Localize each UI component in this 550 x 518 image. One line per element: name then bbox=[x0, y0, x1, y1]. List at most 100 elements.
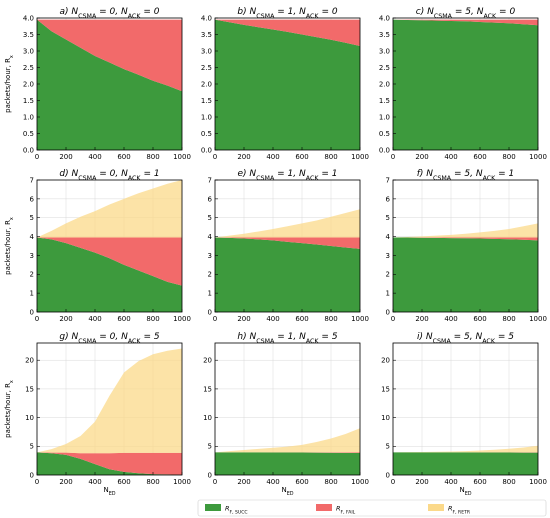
x-tick-label: 600 bbox=[117, 153, 130, 161]
area-fail bbox=[215, 19, 360, 47]
y-tick-label: 0 bbox=[386, 471, 390, 479]
x-axis-label: NED bbox=[103, 486, 115, 497]
panel-title: c) NCSMA = 5, NACK = 0 bbox=[416, 7, 516, 20]
panel-i: 0 200 400 600 800 1000 0 5 10 15 20 i) NCSMA = 5, N… bbox=[381, 332, 547, 497]
plot-frame bbox=[36, 179, 183, 313]
x-tick-label: 800 bbox=[324, 153, 337, 161]
panel-title: a) NCSMA = 0, NACK = 0 bbox=[60, 7, 160, 20]
y-tick-label: 4.0 bbox=[379, 14, 390, 22]
area-succ bbox=[393, 237, 538, 312]
x-tick-label: 0 bbox=[35, 153, 39, 161]
x-tick-label: 1000 bbox=[529, 478, 547, 486]
y-tick-label: 3 bbox=[386, 252, 390, 260]
plot-frame bbox=[36, 342, 183, 476]
y-tick-label: 0.5 bbox=[379, 130, 390, 138]
y-tick-label: 0.0 bbox=[201, 146, 212, 154]
x-tick-label: 800 bbox=[146, 478, 159, 486]
y-tick-label: 4.0 bbox=[201, 14, 212, 22]
x-tick-label: 0 bbox=[391, 478, 395, 486]
area-fail bbox=[37, 237, 182, 286]
y-tick-label: 2 bbox=[386, 271, 390, 279]
y-tick-label: 2.5 bbox=[23, 64, 34, 72]
y-tick-label: 3.0 bbox=[23, 47, 34, 55]
y-tick-label: 5 bbox=[30, 443, 34, 451]
x-tick-label: 400 bbox=[444, 153, 457, 161]
x-tick-label: 0 bbox=[213, 478, 217, 486]
x-tick-label: 600 bbox=[295, 153, 308, 161]
area-succ bbox=[215, 452, 360, 475]
y-tick-label: 1.0 bbox=[379, 113, 390, 121]
panel-c: 0 200 400 600 800 1000 0.0 0.5 1.0 1.5 2.0 2.5 3.0 3.… bbox=[379, 7, 547, 161]
panel-a: 0 200 400 600 800 1000 0.0 0.5 1.0 1.5 2.0 2.5 3.0 3.… bbox=[4, 7, 191, 161]
area-fail bbox=[215, 237, 360, 249]
x-tick-label: 600 bbox=[473, 315, 486, 323]
x-tick-label: 400 bbox=[88, 153, 101, 161]
y-tick-label: 4 bbox=[208, 233, 213, 241]
x-tick-label: 600 bbox=[295, 478, 308, 486]
x-tick-label: 1000 bbox=[529, 315, 547, 323]
y-tick-label: 7 bbox=[30, 176, 34, 184]
y-tick-label: 10 bbox=[25, 414, 34, 422]
y-tick-label: 7 bbox=[208, 176, 212, 184]
plot-frame bbox=[392, 342, 539, 476]
area-retr bbox=[393, 445, 538, 453]
y-tick-label: 0.5 bbox=[201, 130, 212, 138]
x-tick-label: 1000 bbox=[173, 153, 191, 161]
y-tick-label: 1 bbox=[30, 290, 34, 298]
panel-title: h) NCSMA = 1, NACK = 5 bbox=[237, 332, 337, 345]
x-tick-label: 0 bbox=[391, 153, 395, 161]
panel-f: 0 200 400 600 800 1000 0 1 2 3 4 5 6 7 f) NCSMA = 5, N… bbox=[386, 169, 547, 323]
panel-d: 0 200 400 600 800 1000 0 1 2 3 4 5 6 7 d) NCSMA = 0, N… bbox=[4, 169, 191, 323]
panel-b: 0 200 400 600 800 1000 0.0 0.5 1.0 1.5 2.0 2.5 3.0 3.… bbox=[201, 7, 369, 161]
legend-label: RF, FAIL bbox=[336, 505, 356, 516]
y-tick-label: 0.0 bbox=[379, 146, 390, 154]
y-tick-label: 2 bbox=[208, 271, 212, 279]
x-tick-label: 800 bbox=[502, 478, 515, 486]
y-tick-label: 1 bbox=[208, 290, 212, 298]
x-tick-label: 200 bbox=[59, 478, 72, 486]
y-tick-label: 2 bbox=[30, 271, 34, 279]
x-tick-label: 0 bbox=[213, 153, 217, 161]
y-tick-label: 2.5 bbox=[201, 64, 212, 72]
y-tick-label: 3.5 bbox=[379, 31, 390, 39]
y-tick-label: 4 bbox=[386, 233, 391, 241]
y-tick-label: 2.0 bbox=[201, 80, 212, 88]
plot-frame bbox=[392, 179, 539, 313]
x-tick-label: 0 bbox=[35, 478, 39, 486]
x-tick-label: 0 bbox=[35, 315, 39, 323]
y-tick-label: 0 bbox=[386, 308, 390, 316]
y-tick-label: 20 bbox=[203, 357, 212, 365]
y-tick-label: 3 bbox=[30, 252, 34, 260]
y-tick-label: 6 bbox=[208, 195, 213, 203]
x-tick-label: 200 bbox=[59, 315, 72, 323]
x-tick-label: 1000 bbox=[351, 478, 369, 486]
y-tick-label: 3.5 bbox=[23, 31, 34, 39]
y-tick-label: 15 bbox=[25, 385, 34, 393]
x-tick-label: 1000 bbox=[351, 315, 369, 323]
area-succ bbox=[215, 237, 360, 312]
x-tick-label: 400 bbox=[88, 315, 101, 323]
y-tick-label: 20 bbox=[381, 357, 390, 365]
y-axis-label: packets/hour, Rx bbox=[4, 380, 15, 438]
x-tick-label: 600 bbox=[117, 478, 130, 486]
panel-h: 0 200 400 600 800 1000 0 5 10 15 20 h) NCSMA = 1, N… bbox=[203, 332, 369, 497]
y-tick-label: 7 bbox=[386, 176, 390, 184]
x-tick-label: 200 bbox=[237, 315, 250, 323]
y-tick-label: 6 bbox=[386, 195, 391, 203]
area-succ bbox=[37, 452, 182, 475]
y-tick-label: 2.5 bbox=[379, 64, 390, 72]
area-retr bbox=[215, 428, 360, 453]
y-tick-label: 15 bbox=[381, 385, 390, 393]
x-tick-label: 600 bbox=[117, 315, 130, 323]
legend: RF, SUCC RF, FAIL RF, RETR bbox=[197, 499, 547, 517]
x-tick-label: 0 bbox=[391, 315, 395, 323]
panel-title: f) NCSMA = 5, NACK = 1 bbox=[417, 169, 515, 182]
x-tick-label: 1000 bbox=[173, 478, 191, 486]
area-succ bbox=[393, 19, 538, 151]
area-fail bbox=[37, 452, 182, 475]
x-tick-label: 600 bbox=[295, 315, 308, 323]
area-succ bbox=[393, 452, 538, 475]
y-tick-label: 6 bbox=[30, 195, 35, 203]
y-tick-label: 5 bbox=[208, 214, 212, 222]
